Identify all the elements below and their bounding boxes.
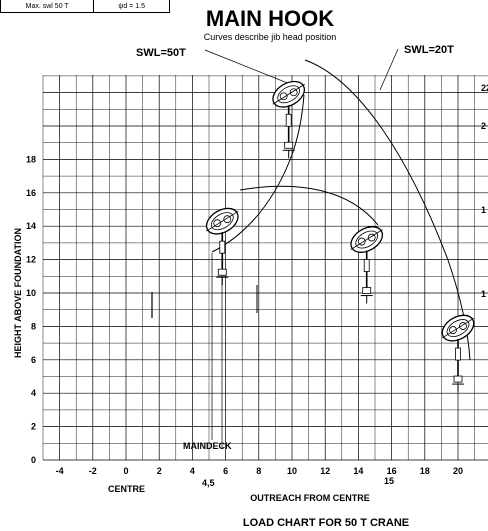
x-tick-label: 6 xyxy=(223,466,228,476)
x-tick-label: 16 xyxy=(387,466,397,476)
x-label-15: 15 xyxy=(384,476,394,486)
maindeck-label: MAINDECK xyxy=(183,441,232,451)
chart-subtitle: Curves describe jib head position xyxy=(204,32,337,42)
x-tick-label: -4 xyxy=(56,466,64,476)
mid-curve xyxy=(239,185,379,226)
max-swl-cell: Max. swl 50 T xyxy=(1,0,95,12)
x-tick-label: 2 xyxy=(157,466,162,476)
y-tick-label: 10 xyxy=(26,288,36,298)
y-tick-label: 2 xyxy=(31,422,36,432)
x-tick-label: 0 xyxy=(123,466,128,476)
right-label-2: 2 xyxy=(481,121,486,131)
x-tick-label: 8 xyxy=(256,466,261,476)
y-tick-label: 6 xyxy=(31,355,36,365)
x-tick-label: 18 xyxy=(420,466,430,476)
maindeck-value: 4,5 xyxy=(202,478,215,488)
factor-cell: ψd = 1.5 xyxy=(118,2,145,10)
x-tick-label: 20 xyxy=(453,466,463,476)
y-tick-label: 12 xyxy=(26,255,36,265)
swl50-label: SWL=50T xyxy=(136,47,186,59)
hook-symbol xyxy=(441,314,475,393)
swl50-leader xyxy=(204,49,301,89)
y-tick-label: 14 xyxy=(26,221,36,231)
swl20-label: SWL=20T xyxy=(404,44,454,56)
x-tick-label: 14 xyxy=(353,466,363,476)
y-tick-label: 18 xyxy=(26,154,36,164)
hook-symbol xyxy=(205,207,239,286)
info-table: Max. swl 50 T ψd = 1.5 xyxy=(0,0,170,13)
hook-symbol xyxy=(350,226,384,304)
hook-symbols xyxy=(205,80,475,393)
chart-grid xyxy=(42,75,488,461)
y-axis-label: HEIGHT ABOVE FOUNDATION xyxy=(13,228,23,358)
y-tick-label: 8 xyxy=(31,321,36,331)
y-tick-label: 0 xyxy=(31,455,36,465)
swl20-leader xyxy=(379,48,399,91)
x-tick-label: 10 xyxy=(287,466,297,476)
y-tick-label: 16 xyxy=(26,188,36,198)
y-tick-label: 4 xyxy=(31,388,36,398)
y-tick-labels: 18 16 14 12 10 8 6 4 2 0 xyxy=(26,154,36,465)
right-label-22: 22 xyxy=(481,83,488,93)
hook-symbol xyxy=(272,80,306,159)
x-tick-label: -2 xyxy=(89,466,97,476)
chart-title: MAIN HOOK xyxy=(206,6,334,31)
swl50-curve xyxy=(211,94,305,253)
x-tick-label: 4 xyxy=(190,466,195,476)
x-axis-label: OUTREACH FROM CENTRE xyxy=(250,493,370,503)
chart-caption: LOAD CHART FOR 50 T CRANE xyxy=(243,517,409,529)
x-tick-label: 12 xyxy=(320,466,330,476)
right-label-1b: 1 xyxy=(481,289,486,299)
x-tick-labels: -4 -2 0 2 4 6 8 10 12 14 16 18 20 xyxy=(56,466,463,476)
right-label-1a: 1 xyxy=(481,205,486,215)
swl20-curve xyxy=(304,59,471,361)
centre-label: CENTRE xyxy=(108,484,145,494)
